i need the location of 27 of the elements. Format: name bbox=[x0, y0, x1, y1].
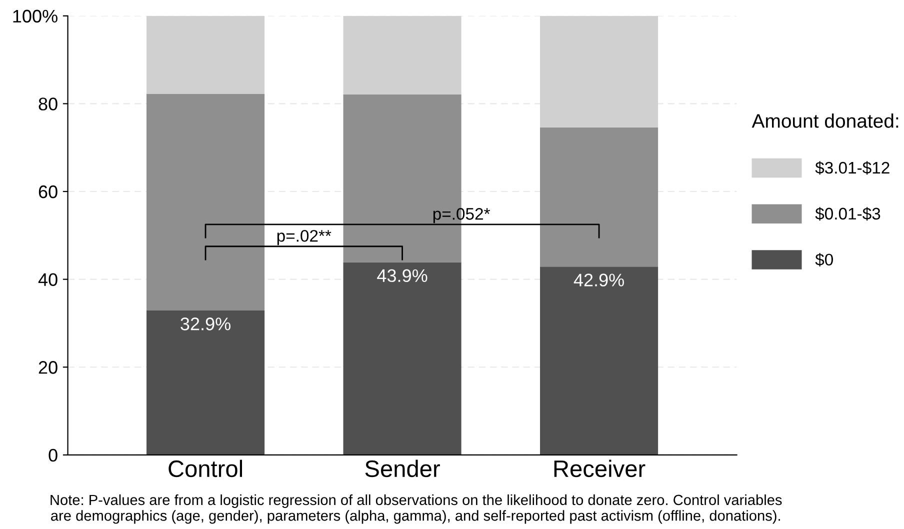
bar bbox=[146, 310, 265, 455]
legend-title: Amount donated: bbox=[752, 114, 898, 128]
bar bbox=[540, 16, 658, 128]
legend-label: $3.01-$12 bbox=[815, 161, 890, 175]
bar bbox=[343, 262, 462, 455]
annotation: p=.052* bbox=[433, 208, 490, 224]
annotation: p=.02** bbox=[277, 230, 332, 246]
data-label: 43.9% bbox=[377, 269, 428, 282]
bar bbox=[343, 16, 462, 94]
text: Note: P-values are from a logistic regression of all observations on the likelihood to donate zero. Control variables are demographics (age, gender), parameters (alpha, gamma), and self-reported past activism (offline, donations). bbox=[50, 494, 782, 524]
x-tick-label: Control bbox=[168, 460, 242, 478]
y-tick-label: 100% bbox=[13, 10, 58, 23]
legend-label: $0.01-$3 bbox=[815, 207, 880, 221]
bar bbox=[146, 16, 265, 94]
y-tick-label: 80 bbox=[38, 98, 58, 110]
y-tick-label: 40 bbox=[38, 273, 58, 286]
legend-label: $0 bbox=[815, 253, 833, 267]
bar bbox=[540, 127, 658, 267]
x-tick-label: Sender bbox=[365, 460, 440, 478]
y-tick-label: 60 bbox=[38, 185, 58, 198]
y-tick-label: 20 bbox=[38, 361, 58, 374]
x-tick-label: Receiver bbox=[554, 460, 646, 478]
bar bbox=[146, 94, 265, 310]
data-label: 42.9% bbox=[574, 274, 624, 286]
bar bbox=[540, 266, 658, 455]
y-tick-label: 0 bbox=[48, 448, 58, 462]
data-label: 32.9% bbox=[180, 318, 230, 330]
